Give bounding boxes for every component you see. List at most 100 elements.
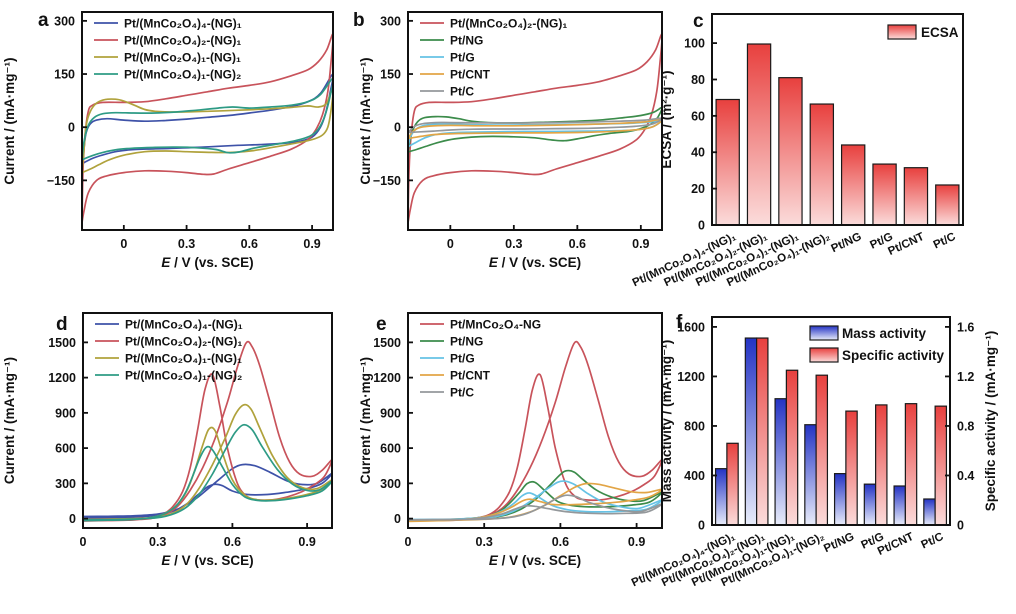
specific-activity-bar-3 <box>785 369 799 526</box>
panel-letter-e: e <box>376 314 387 335</box>
y-tick-label: 150 <box>380 68 401 82</box>
legend-label: Pt/(MnCo₂O₄)₂-(NG)₁ <box>124 34 241 48</box>
specific-activity-bar-7 <box>904 403 918 526</box>
legend-label: Pt/NG <box>450 34 483 48</box>
panel-letter-f: f <box>676 312 683 333</box>
plot-frame <box>711 13 964 226</box>
y-tick-label: 1200 <box>373 371 401 385</box>
panel-a-cv-chart: −150 0 150 300 0 0.3 0.6 0.9 E / V (vs. SCE) Curr… <box>2 10 334 270</box>
y-tick-label: 0.8 <box>957 419 974 433</box>
series-line-3 <box>83 403 332 522</box>
y-tick-label: 0 <box>957 519 964 533</box>
y-tick-label: 40 <box>691 146 705 160</box>
y-tick-label: 900 <box>380 406 401 420</box>
panel-e-group: 0 300 600 900 1200 1500 0 0.3 0.6 0.9 E / V (vs. S… <box>358 312 663 568</box>
legend-label: Pt/MnCo₂O₄-NG <box>450 318 541 332</box>
plot-frame <box>407 312 663 529</box>
y-tick-label: 0 <box>394 512 401 526</box>
specific-activity-bar-4 <box>815 374 829 526</box>
x-tick-label: 0.3 <box>178 237 195 251</box>
legend-label: Pt/(MnCo₂O₄)₂-(NG)₁ <box>125 335 242 349</box>
legend-label: Pt/(MnCo₂O₄)₁-(NG)₂ <box>124 68 241 82</box>
legend-label: Pt/(MnCo₂O₄)₁-(NG)₁ <box>125 352 242 366</box>
y-tick-label: 1.2 <box>957 370 974 384</box>
category-label: Pt/NG <box>829 231 863 255</box>
plot-frame <box>82 312 333 529</box>
specific-activity-bar-8 <box>934 405 948 526</box>
y-axis-label-left: Mass activity / (mA·mg⁻¹) <box>659 340 674 502</box>
series-line-3 <box>82 86 333 174</box>
legend-label: Pt/(MnCo₂O₄)₁-(NG)₂ <box>125 369 242 383</box>
ecsa-bar-8 <box>935 184 960 226</box>
series-group <box>408 340 662 523</box>
x-tick-label: 0.9 <box>303 237 320 251</box>
legend-label: Mass activity <box>842 326 927 341</box>
y-tick-label: 900 <box>55 406 76 420</box>
y-axis-label-right: Specific activity / (mA·mg⁻¹) <box>983 331 998 511</box>
y-tick-label: 300 <box>380 477 401 491</box>
mass-activity-bar-2 <box>744 337 758 526</box>
x-tick-label: 0 <box>120 237 127 251</box>
legend-label: Pt/(MnCo₂O₄)₄-(NG)₁ <box>124 17 242 31</box>
series-line-2 <box>408 106 662 153</box>
y-axis-label: Current / (mA·mg⁻¹) <box>2 357 17 484</box>
legend-label: ECSA <box>921 25 959 40</box>
legend-label: Pt/G <box>450 352 475 366</box>
series-line-1 <box>82 73 333 165</box>
ecsa-bar-4 <box>809 103 835 226</box>
x-tick-label: 0.6 <box>552 535 569 549</box>
y-tick-label: 600 <box>55 442 76 456</box>
panel-letter-c: c <box>693 11 704 32</box>
legend-label: Pt/(MnCo₂O₄)₂-(NG)₁ <box>450 17 567 31</box>
x-tick-label: 0.9 <box>298 535 315 549</box>
legend-swatch <box>887 24 917 40</box>
panel-b-cv-chart: −150 0 150 300 0 0.3 0.6 0.9 E / V (vs. SCE) Curr… <box>353 10 663 270</box>
x-axis-label: E / V (vs. SCE) <box>489 255 581 270</box>
y-tick-label: 0 <box>69 512 76 526</box>
legend-swatch <box>809 325 839 341</box>
legend-label: Pt/NG <box>450 335 483 349</box>
ecsa-bar-1 <box>715 98 740 226</box>
panel-d-group: 0 300 600 900 1200 1500 0 0.3 0.6 0.9 E / V (vs. S… <box>2 312 333 568</box>
y-tick-label: 1200 <box>48 371 76 385</box>
category-label: Pt/CNT <box>886 231 926 258</box>
x-axis-label: E / V (vs. SCE) <box>161 553 253 568</box>
y-tick-label: 60 <box>691 109 705 123</box>
panel-e-mor-chart: 0 300 600 900 1200 1500 0 0.3 0.6 0.9 E / V (vs. S… <box>358 312 663 568</box>
ecsa-bar-2 <box>746 43 772 226</box>
x-tick-label: 0.9 <box>628 535 645 549</box>
panel-letter-a: a <box>38 10 49 31</box>
series-line-1 <box>408 340 662 522</box>
panel-a-group: −150 0 150 300 0 0.3 0.6 0.9 E / V (vs. SCE) Curr… <box>2 10 334 270</box>
specific-activity-bar-6 <box>875 404 888 526</box>
y-tick-label: 100 <box>684 37 705 51</box>
y-tick-label: 0.4 <box>957 469 974 483</box>
y-axis-label: Current / (mA·mg⁻¹) <box>2 57 17 184</box>
panel-letter-b: b <box>353 10 365 31</box>
y-tick-label: 1200 <box>677 370 705 384</box>
panel-f-activity-bar-chart: 0 400 800 1200 1600 0 0.4 0.8 1.2 1.6 Mass activit… <box>630 312 998 589</box>
y-tick-label: 80 <box>691 73 705 87</box>
mass-activity-bar-6 <box>863 483 877 526</box>
legend-label: Specific activity <box>842 348 945 363</box>
x-tick-label: 0.3 <box>149 535 166 549</box>
x-tick-label: 0 <box>80 535 87 549</box>
y-tick-label: 600 <box>380 442 401 456</box>
mass-activity-bar-4 <box>804 424 817 526</box>
mass-activity-bar-8 <box>923 498 936 526</box>
series-line-4 <box>408 482 662 523</box>
x-tick-label: 0.6 <box>241 237 258 251</box>
x-tick-label: 0.6 <box>569 237 586 251</box>
y-tick-label: −150 <box>47 174 75 188</box>
y-tick-label: 400 <box>684 469 705 483</box>
mass-activity-bar-5 <box>833 473 847 526</box>
y-tick-label: 300 <box>380 14 401 28</box>
legend-label: Pt/(MnCo₂O₄)₁-(NG)₁ <box>124 51 241 65</box>
series-line-2 <box>82 33 333 224</box>
panel-d-mor-chart: 0 300 600 900 1200 1500 0 0.3 0.6 0.9 E / V (vs. S… <box>2 312 333 568</box>
y-axis-label: Current / (mA·mg⁻¹) <box>358 57 373 184</box>
panel-b-group: −150 0 150 300 0 0.3 0.6 0.9 E / V (vs. SCE) Curr… <box>353 10 663 270</box>
series-line-2 <box>408 469 662 522</box>
y-axis-label: Current / (mA·mg⁻¹) <box>358 357 373 484</box>
